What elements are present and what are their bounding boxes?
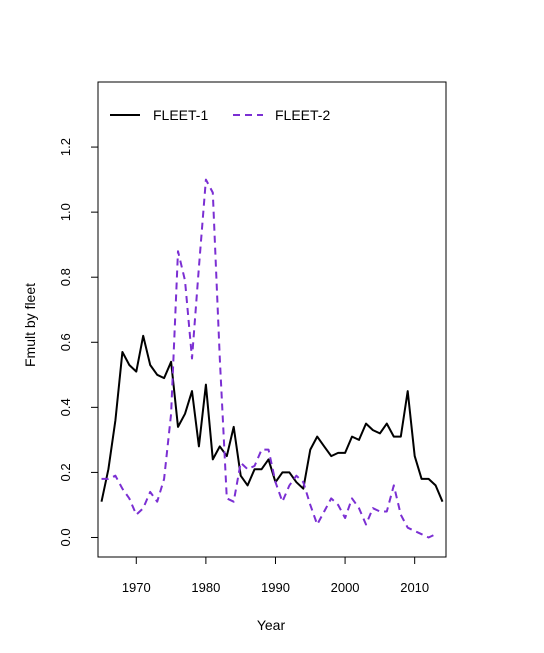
x-tick-label: 2010 xyxy=(400,580,429,595)
y-tick-label: 0.6 xyxy=(58,333,73,351)
y-tick-label: 1.0 xyxy=(58,203,73,221)
x-tick-label: 1970 xyxy=(122,580,151,595)
y-tick-label: 1.2 xyxy=(58,138,73,156)
y-tick-label: 0.0 xyxy=(58,528,73,546)
y-tick-label: 0.2 xyxy=(58,463,73,481)
x-axis: 1970 1980 1990 2000 2010 xyxy=(122,556,429,595)
x-axis-title: Year xyxy=(257,617,286,633)
x-tick-label: 1980 xyxy=(191,580,220,595)
y-axis-title: Fmult by fleet xyxy=(22,283,38,367)
legend-label-fleet-1: FLEET-1 xyxy=(153,107,208,123)
y-axis: 0.0 0.2 0.4 0.6 0.8 1.0 1.2 xyxy=(58,138,99,547)
series-layer xyxy=(100,178,444,539)
x-tick-label: 1990 xyxy=(261,580,290,595)
y-tick-label: 0.4 xyxy=(58,398,73,416)
series-line-fleet-1 xyxy=(100,334,444,503)
y-tick-label: 0.8 xyxy=(58,268,73,286)
series-line-fleet-2 xyxy=(101,178,437,539)
legend-label-fleet-2: FLEET-2 xyxy=(275,107,330,123)
x-tick-label: 2000 xyxy=(331,580,360,595)
legend: FLEET-1 FLEET-2 xyxy=(110,107,330,123)
